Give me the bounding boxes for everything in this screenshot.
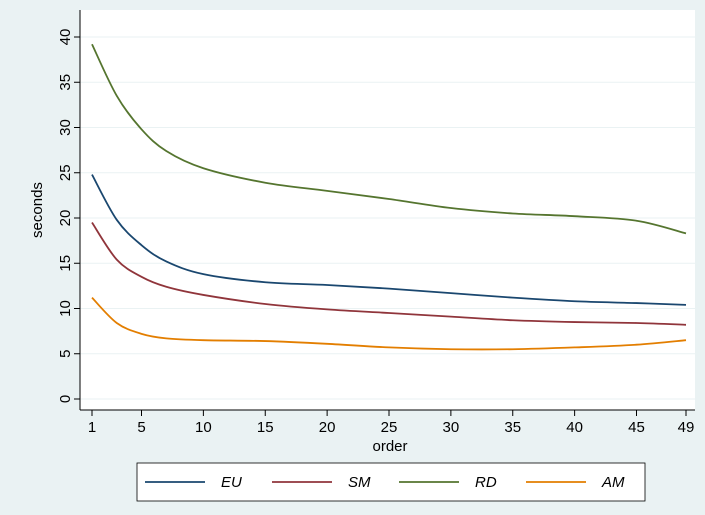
y-tick-label: 35: [57, 74, 74, 91]
series-line-rd: [91, 43, 687, 235]
legend-label-sm: SM: [348, 474, 371, 491]
series-line-am: [91, 297, 687, 351]
legend-label-rd: RD: [475, 474, 497, 491]
x-tick-label: 1: [88, 419, 96, 436]
y-tick-label: 10: [57, 300, 74, 317]
x-tick-label: 45: [628, 419, 645, 436]
legend-label-eu: EU: [221, 474, 242, 491]
y-tick-label: 40: [57, 29, 74, 46]
y-tick-label: 0: [57, 395, 74, 403]
x-tick-label: 30: [443, 419, 460, 436]
legend-label-am: AM: [601, 474, 625, 491]
y-tick-label: 20: [57, 210, 74, 227]
x-tick-label: 5: [137, 419, 145, 436]
x-tick-label: 25: [381, 419, 398, 436]
y-tick-label: 15: [57, 255, 74, 272]
x-tick-label: 10: [195, 419, 212, 436]
x-tick-label: 15: [257, 419, 274, 436]
series-lines: [91, 43, 687, 351]
x-tick-label: 20: [319, 419, 336, 436]
grid-lines: [80, 36, 695, 400]
y-tick-label: 5: [57, 350, 74, 358]
y-axis-title: seconds: [29, 182, 46, 238]
series-line-sm: [91, 222, 687, 326]
plot-area: [80, 10, 695, 410]
series-line-eu: [91, 174, 687, 306]
x-tick-label: 35: [504, 419, 521, 436]
x-axis-title: order: [372, 438, 407, 455]
x-tick-label: 49: [678, 419, 695, 436]
y-tick-label: 25: [57, 164, 74, 181]
legend: EU SM RD AM: [145, 474, 625, 491]
y-tick-label: 30: [57, 119, 74, 136]
x-tick-label: 40: [566, 419, 583, 436]
